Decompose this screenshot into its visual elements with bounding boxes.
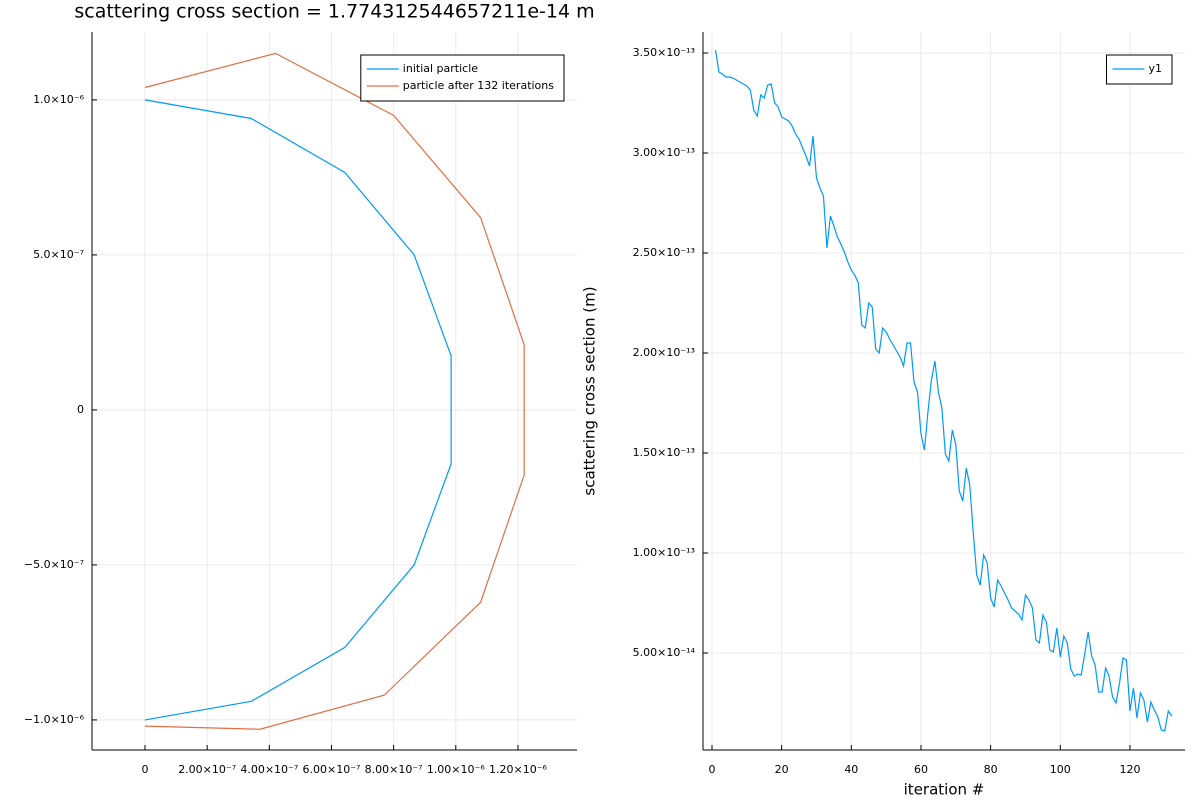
legend-label: y1 bbox=[1148, 62, 1162, 75]
x-axis-label: iteration # bbox=[904, 781, 985, 799]
x-tick-label: 6.00×10⁻⁷ bbox=[303, 763, 361, 776]
x-tick-label: 0 bbox=[708, 763, 715, 776]
y-tick-label: −5.0×10⁻⁷ bbox=[24, 558, 84, 571]
x-tick-label: 8.00×10⁻⁷ bbox=[365, 763, 423, 776]
y-tick-label: 2.00×10⁻¹³ bbox=[633, 346, 695, 359]
x-tick-label: 1.20×10⁻⁶ bbox=[489, 763, 548, 776]
y-tick-label: 1.50×10⁻¹³ bbox=[633, 446, 695, 459]
y-tick-label: 1.0×10⁻⁶ bbox=[33, 93, 85, 106]
series-line bbox=[714, 49, 1173, 732]
x-tick-label: 1.00×10⁻⁶ bbox=[427, 763, 486, 776]
x-tick-label: 4.00×10⁻⁷ bbox=[240, 763, 298, 776]
y-tick-label: 0 bbox=[77, 403, 84, 416]
series-line bbox=[144, 52, 525, 730]
x-tick-label: 100 bbox=[1050, 763, 1071, 776]
x-tick-label: 120 bbox=[1119, 763, 1140, 776]
y-axis-label: scattering cross section (m) bbox=[581, 286, 599, 495]
y-tick-label: 5.00×10⁻¹⁴ bbox=[633, 646, 696, 659]
y-tick-label: 3.50×10⁻¹³ bbox=[633, 46, 695, 59]
x-tick-label: 2.00×10⁻⁷ bbox=[178, 763, 236, 776]
legend-label: particle after 132 iterations bbox=[403, 79, 554, 92]
y-tick-label: 1.00×10⁻¹³ bbox=[633, 546, 695, 559]
x-tick-label: 0 bbox=[141, 763, 148, 776]
y-tick-label: 3.00×10⁻¹³ bbox=[633, 146, 695, 159]
x-tick-label: 40 bbox=[844, 763, 858, 776]
x-tick-label: 20 bbox=[775, 763, 789, 776]
series-line bbox=[144, 99, 452, 721]
legend-box bbox=[360, 54, 565, 102]
x-tick-label: 60 bbox=[914, 763, 928, 776]
chart-title: scattering cross section = 1.77431254465… bbox=[74, 1, 594, 23]
legend-label: initial particle bbox=[403, 62, 478, 75]
x-tick-label: 80 bbox=[984, 763, 998, 776]
y-tick-label: 5.0×10⁻⁷ bbox=[33, 248, 84, 261]
y-tick-label: 2.50×10⁻¹³ bbox=[633, 246, 695, 259]
y-tick-label: −1.0×10⁻⁶ bbox=[24, 713, 85, 726]
